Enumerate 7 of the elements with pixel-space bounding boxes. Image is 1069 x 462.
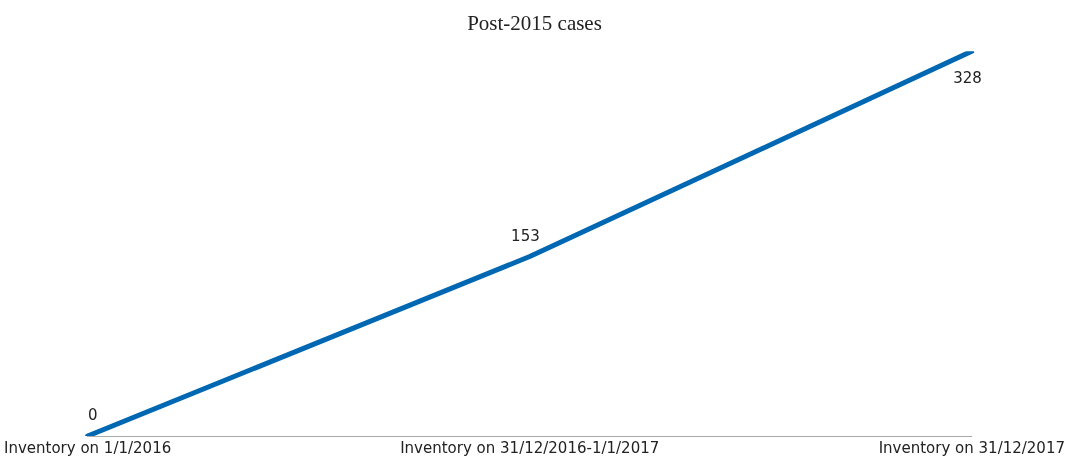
x-tick-label: Inventory on 1/1/2016	[4, 438, 172, 457]
x-tick-label: Inventory on 31/12/2017	[878, 438, 1065, 457]
chart-title: Post-2015 cases	[467, 11, 602, 36]
data-label: 153	[511, 226, 540, 245]
x-tick-label: Inventory on 31/12/2016-1/1/2017	[400, 438, 660, 457]
data-label: 0	[88, 406, 98, 425]
data-label: 328	[953, 68, 982, 87]
